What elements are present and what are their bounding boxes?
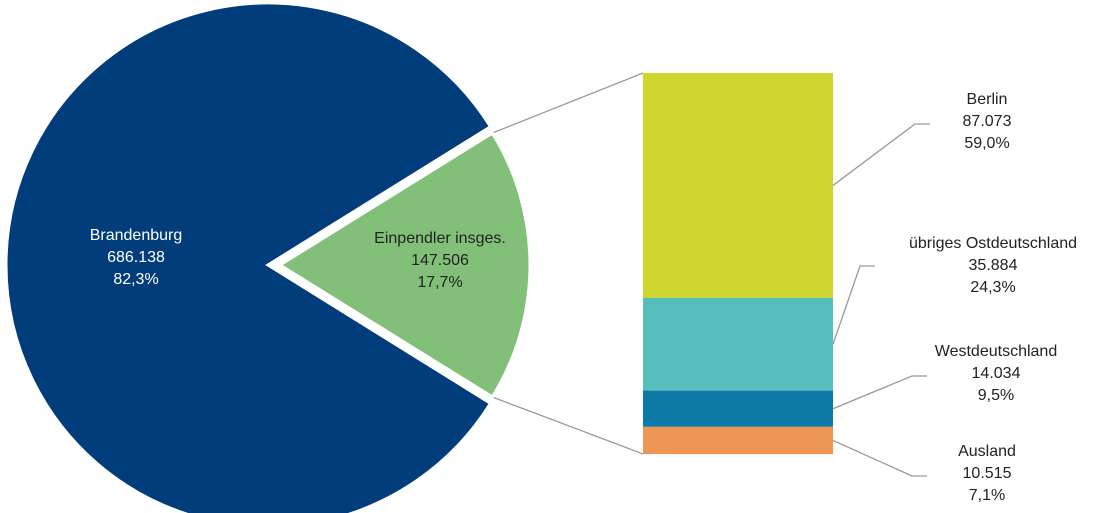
pie-slice-einpendler-insges: [277, 130, 532, 400]
leader-lines: [832, 123, 930, 477]
pie-label-brandenburg-value: 686.138: [107, 249, 165, 266]
pie: [4, 1, 532, 513]
bar-label-westdeutschland-value: 14.034: [972, 365, 1021, 382]
bar-segment-berlin: [643, 73, 833, 298]
bar-label-berlin-label: Berlin: [967, 91, 1008, 108]
data-labels: Brandenburg 686.138 82,3% Einpendler insges…: [90, 91, 1077, 504]
bar-segment-ausland: [643, 426, 833, 454]
leader-line-ausland: [832, 439, 927, 477]
connector-top: [492, 72, 644, 134]
bar-label-ausland-label: Ausland: [958, 443, 1016, 460]
pie-label-einpendler-insges-label: Einpendler insges.: [374, 230, 506, 247]
bar-label-ausland: Ausland 10.515 7,1%: [958, 443, 1016, 504]
leader-line-westdeutschland: [832, 375, 927, 410]
bar-label-ausland-value: 10.515: [963, 465, 1012, 482]
pie-label-brandenburg-percent: 82,3%: [113, 271, 158, 288]
bar-label-ubriges-ostdeutschland-label: übriges Ostdeutschland: [909, 235, 1077, 252]
pie-label-einpendler-insges: Einpendler insges. 147.506 17,7%: [374, 230, 506, 291]
bar-label-westdeutschland-label: Westdeutschland: [935, 343, 1057, 360]
bar-label-ubriges-ostdeutschland-percent: 24,3%: [970, 279, 1015, 296]
bar-label-berlin-percent: 59,0%: [964, 135, 1009, 152]
pie-slice-brandenburg: [4, 1, 493, 513]
pie-label-einpendler-insges-value: 147.506: [411, 252, 469, 269]
pie-label-brandenburg-label: Brandenburg: [90, 227, 183, 244]
bar-label-ausland-percent: 7,1%: [969, 487, 1005, 504]
pie-label-brandenburg: Brandenburg 686.138 82,3%: [90, 227, 183, 288]
bar-label-westdeutschland: Westdeutschland 14.034 9,5%: [935, 343, 1057, 404]
bar-segment-ubriges-ostdeutschland: [643, 297, 833, 391]
connector-bottom: [492, 396, 644, 455]
stacked-bar: [643, 73, 833, 454]
leader-line-berlin: [832, 123, 930, 186]
bar-label-berlin-value: 87.073: [963, 113, 1012, 130]
bar-label-berlin: Berlin 87.073 59,0%: [963, 91, 1012, 152]
leader-line-ubriges-ostdeutschland: [832, 265, 875, 345]
bar-label-westdeutschland-percent: 9,5%: [978, 387, 1014, 404]
bar-label-ubriges-ostdeutschland: übriges Ostdeutschland 35.884 24,3%: [909, 235, 1077, 296]
connector-lines: [492, 72, 644, 455]
bar-label-ubriges-ostdeutschland-value: 35.884: [969, 257, 1018, 274]
pie-label-einpendler-insges-percent: 17,7%: [417, 274, 462, 291]
bar-segment-westdeutschland: [643, 390, 833, 427]
